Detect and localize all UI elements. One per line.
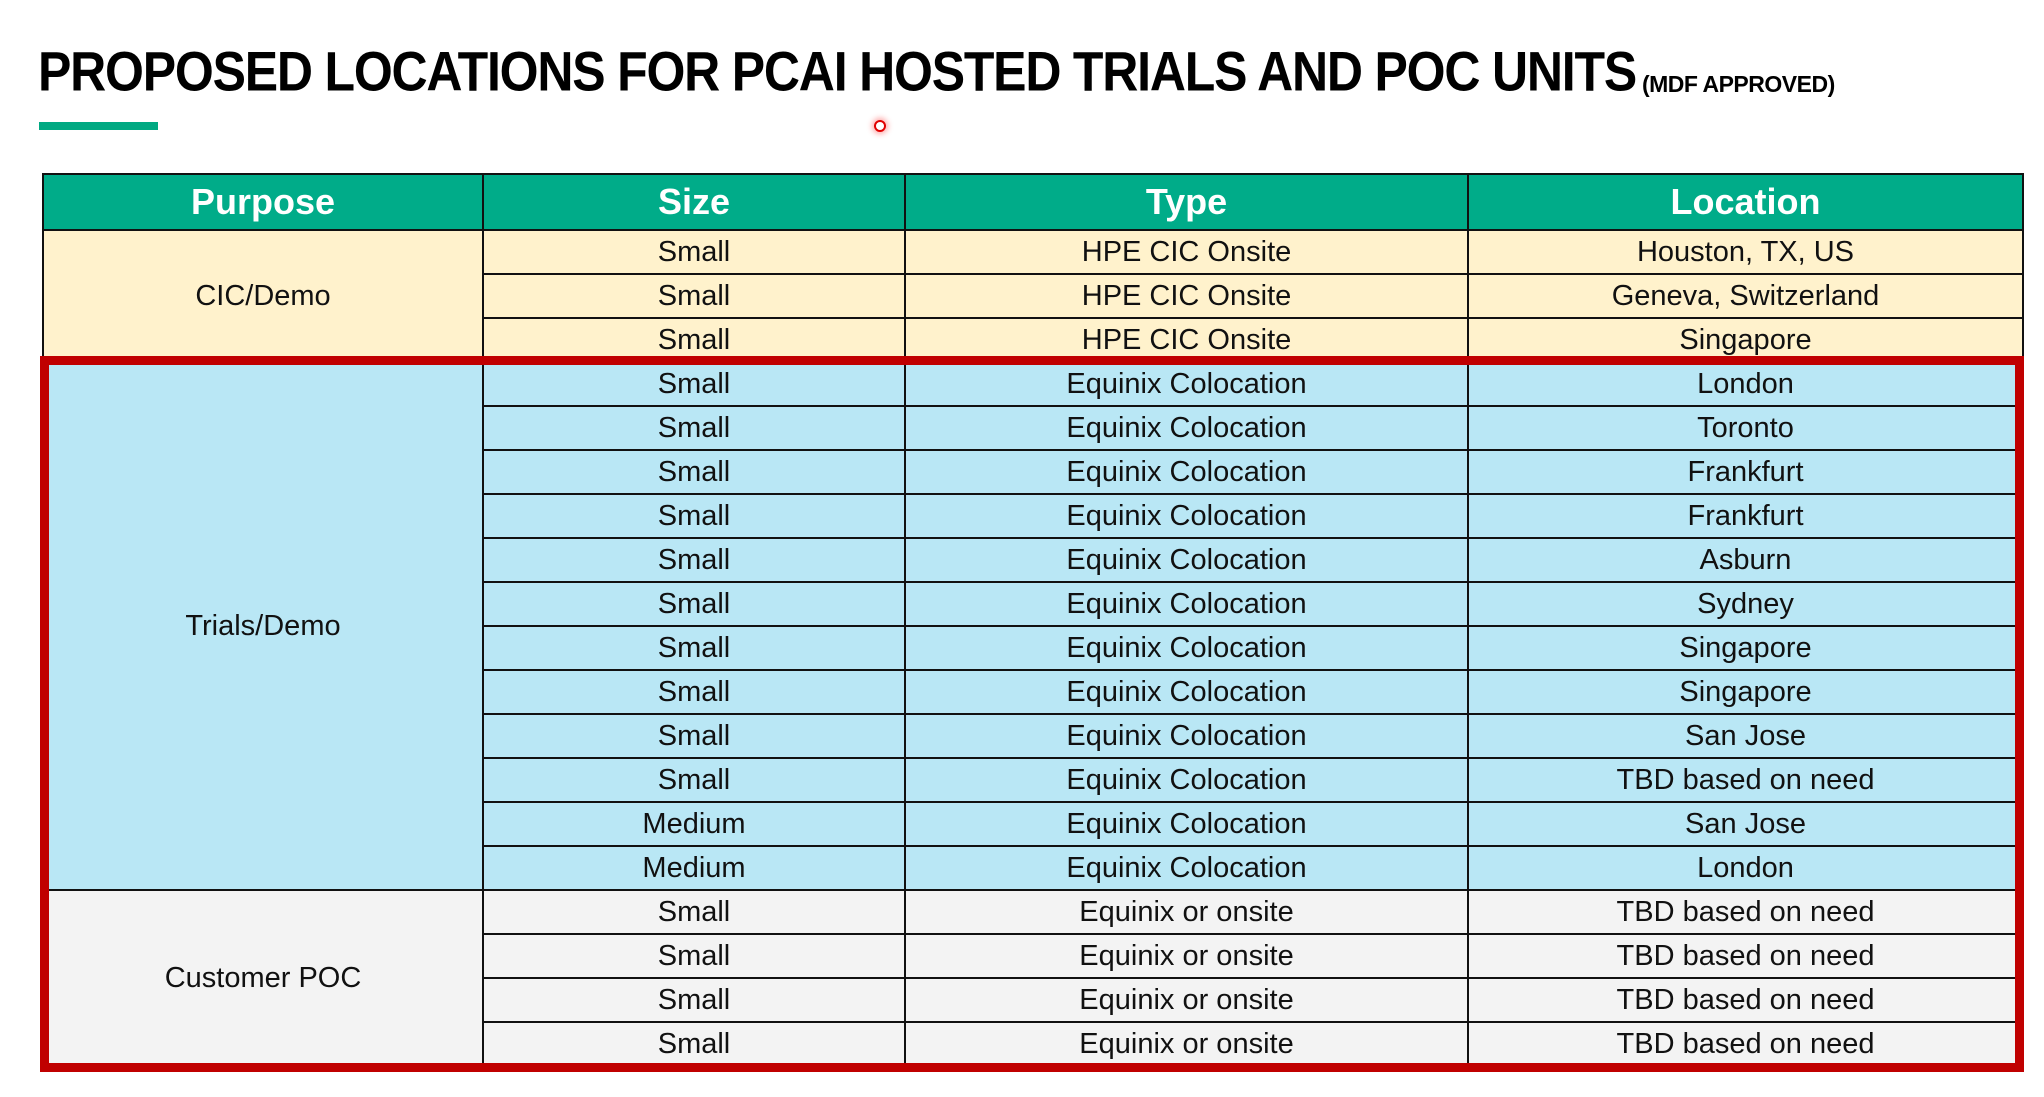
location-cell: TBD based on need <box>1467 933 2024 979</box>
size-cell: Small <box>482 273 906 319</box>
type-cell: Equinix Colocation <box>904 581 1469 627</box>
size-cell: Small <box>482 1021 906 1067</box>
table-row: Customer POC Small Equinix or onsite TBD ba… <box>42 889 2024 1067</box>
type-cell: Equinix Colocation <box>904 537 1469 583</box>
size-cell: Small <box>482 405 906 451</box>
location-cell: Singapore <box>1467 317 2024 363</box>
size-cell: Small <box>482 977 906 1023</box>
type-cell: Equinix or onsite <box>904 977 1469 1023</box>
type-cell: Equinix or onsite <box>904 889 1469 935</box>
location-cell: Frankfurt <box>1467 493 2024 539</box>
table-header-row: Purpose Size Type Location <box>42 173 2024 231</box>
type-cell: HPE CIC Onsite <box>904 229 1469 275</box>
type-cell: Equinix Colocation <box>904 493 1469 539</box>
table-row: CIC/Demo Small HPE CIC Onsite Houston, TX, … <box>42 229 2024 363</box>
type-cell: Equinix Colocation <box>904 669 1469 715</box>
location-cell: Sydney <box>1467 581 2024 627</box>
type-cell: Equinix Colocation <box>904 449 1469 495</box>
size-cell: Small <box>482 713 906 759</box>
size-cell: Medium <box>482 801 906 847</box>
size-cell: Small <box>482 493 906 539</box>
column-header-location: Location <box>1467 173 2024 231</box>
location-cell: TBD based on need <box>1467 977 2024 1023</box>
location-cell: TBD based on need <box>1467 1021 2024 1067</box>
location-cell: Asburn <box>1467 537 2024 583</box>
size-cell: Small <box>482 889 906 935</box>
page-title: PROPOSED LOCATIONS FOR PCAI HOSTED TRIAL… <box>38 40 1835 104</box>
size-cell: Small <box>482 537 906 583</box>
table-row: Small Equinix Colocation Asburn <box>43 537 2024 583</box>
table-row: Small Equinix Colocation TBD based on need <box>43 757 2024 803</box>
title-subtitle: (MDF APPROVED) <box>1641 71 1835 97</box>
purpose-cell: Trials/Demo <box>42 361 484 891</box>
size-cell: Small <box>482 317 906 363</box>
type-cell: Equinix or onsite <box>904 933 1469 979</box>
location-cell: Geneva, Switzerland <box>1467 273 2024 319</box>
type-cell: HPE CIC Onsite <box>904 317 1469 363</box>
type-cell: Equinix Colocation <box>904 625 1469 671</box>
size-cell: Medium <box>482 845 906 891</box>
size-cell: Small <box>482 625 906 671</box>
location-cell: London <box>1467 361 2024 407</box>
table-row: Small Equinix Colocation Frankfurt <box>43 449 2024 495</box>
purpose-cell: CIC/Demo <box>42 229 484 363</box>
purpose-cell: Customer POC <box>42 889 484 1067</box>
location-cell: TBD based on need <box>1467 757 2024 803</box>
size-cell: Small <box>482 229 906 275</box>
location-cell: TBD based on need <box>1467 889 2024 935</box>
location-cell: San Jose <box>1467 801 2024 847</box>
size-cell: Small <box>482 933 906 979</box>
table-row: Small Equinix Colocation San Jose <box>43 713 2024 759</box>
type-cell: Equinix or onsite <box>904 1021 1469 1067</box>
locations-table: Purpose Size Type Location CIC/Demo Small… <box>42 173 2024 1067</box>
type-cell: Equinix Colocation <box>904 361 1469 407</box>
size-cell: Small <box>482 669 906 715</box>
accent-bar <box>39 122 158 130</box>
column-header-purpose: Purpose <box>42 173 484 231</box>
table-row: Small Equinix Colocation Toronto <box>43 405 2024 451</box>
location-cell: San Jose <box>1467 713 2024 759</box>
size-cell: Small <box>482 361 906 407</box>
table-row: Medium Equinix Colocation San Jose <box>43 801 2024 847</box>
location-cell: Frankfurt <box>1467 449 2024 495</box>
type-cell: Equinix Colocation <box>904 405 1469 451</box>
table-row: Small Equinix or onsite TBD based on need <box>43 933 2024 979</box>
location-cell: London <box>1467 845 2024 891</box>
size-cell: Small <box>482 757 906 803</box>
type-cell: Equinix Colocation <box>904 757 1469 803</box>
type-cell: Equinix Colocation <box>904 845 1469 891</box>
location-cell: Singapore <box>1467 625 2024 671</box>
column-header-size: Size <box>482 173 906 231</box>
table-row: Small Equinix or onsite TBD based on need <box>43 977 2024 1023</box>
type-cell: HPE CIC Onsite <box>904 273 1469 319</box>
table-row: Small Equinix Colocation Singapore <box>43 625 2024 671</box>
type-cell: Equinix Colocation <box>904 801 1469 847</box>
table-row: Medium Equinix Colocation London <box>43 845 2024 891</box>
type-cell: Equinix Colocation <box>904 713 1469 759</box>
table-row: Small Equinix Colocation Sydney <box>43 581 2024 627</box>
table-row: Small Equinix Colocation Frankfurt <box>43 493 2024 539</box>
table-row: Trials/Demo Small Equinix Colocation London <box>42 361 2024 891</box>
table-row: Small HPE CIC Onsite Singapore <box>43 317 2024 363</box>
cursor-pointer-icon <box>874 120 886 132</box>
size-cell: Small <box>482 449 906 495</box>
table-row: Small HPE CIC Onsite Geneva, Switzerland <box>43 273 2024 319</box>
location-cell: Houston, TX, US <box>1467 229 2024 275</box>
table-body: CIC/Demo Small HPE CIC Onsite Houston, TX, … <box>42 229 2024 1067</box>
location-cell: Toronto <box>1467 405 2024 451</box>
column-header-type: Type <box>904 173 1469 231</box>
size-cell: Small <box>482 581 906 627</box>
table-row: Small Equinix Colocation Singapore <box>43 669 2024 715</box>
location-cell: Singapore <box>1467 669 2024 715</box>
title-main: PROPOSED LOCATIONS FOR PCAI HOSTED TRIAL… <box>38 40 1637 103</box>
